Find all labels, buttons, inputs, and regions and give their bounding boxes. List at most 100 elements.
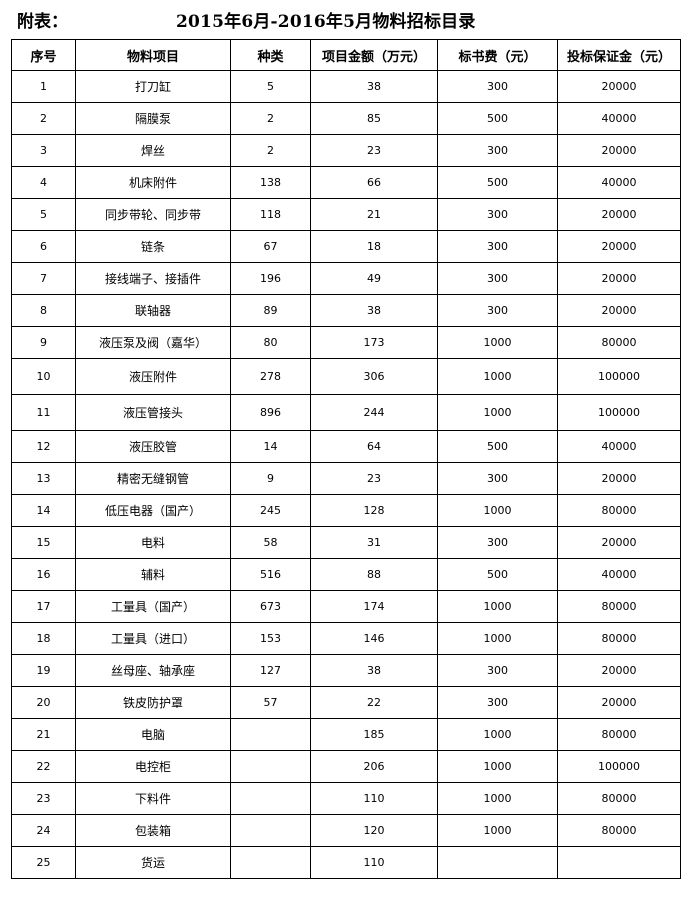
cell-deposit: 20000 xyxy=(557,686,681,719)
cell-doc-fee: 300 xyxy=(437,70,558,103)
cell-doc-fee: 1000 xyxy=(437,622,558,655)
cell-item: 隔膜泵 xyxy=(75,102,231,135)
cell-types: 278 xyxy=(230,358,311,395)
cell-deposit: 40000 xyxy=(557,430,681,463)
cell-doc-fee: 300 xyxy=(437,262,558,295)
cell-index: 7 xyxy=(11,262,76,295)
cell-doc-fee: 1000 xyxy=(437,394,558,431)
cell-types: 67 xyxy=(230,230,311,263)
cell-deposit: 20000 xyxy=(557,654,681,687)
cell-amount: 64 xyxy=(310,430,438,463)
cell-deposit: 80000 xyxy=(557,590,681,623)
cell-types: 127 xyxy=(230,654,311,687)
cell-index: 13 xyxy=(11,462,76,495)
cell-types xyxy=(230,718,311,751)
cell-deposit: 20000 xyxy=(557,294,681,327)
cell-doc-fee: 300 xyxy=(437,526,558,559)
table-row: 3 焊丝 2 23 300 20000 xyxy=(11,134,681,167)
cell-deposit xyxy=(557,846,681,879)
table-row: 13 精密无缝钢管 9 23 300 20000 xyxy=(11,462,681,495)
cell-types: 58 xyxy=(230,526,311,559)
cell-index: 11 xyxy=(11,394,76,431)
cell-amount: 85 xyxy=(310,102,438,135)
cell-amount: 174 xyxy=(310,590,438,623)
cell-doc-fee: 1000 xyxy=(437,814,558,847)
cell-amount: 185 xyxy=(310,718,438,751)
cell-amount: 120 xyxy=(310,814,438,847)
cell-doc-fee: 500 xyxy=(437,166,558,199)
cell-index: 16 xyxy=(11,558,76,591)
cell-doc-fee: 1000 xyxy=(437,750,558,783)
cell-amount: 306 xyxy=(310,358,438,395)
cell-types xyxy=(230,782,311,815)
cell-amount: 88 xyxy=(310,558,438,591)
cell-deposit: 80000 xyxy=(557,494,681,527)
cell-deposit: 100000 xyxy=(557,394,681,431)
cell-amount: 128 xyxy=(310,494,438,527)
cell-types: 2 xyxy=(230,102,311,135)
cell-doc-fee: 300 xyxy=(437,294,558,327)
table-row: 11 液压管接头 896 244 1000 100000 xyxy=(11,394,681,431)
cell-item: 电料 xyxy=(75,526,231,559)
cell-types: 196 xyxy=(230,262,311,295)
cell-doc-fee: 500 xyxy=(437,558,558,591)
cell-index: 17 xyxy=(11,590,76,623)
table-row: 10 液压附件 278 306 1000 100000 xyxy=(11,358,681,395)
cell-doc-fee: 300 xyxy=(437,198,558,231)
cell-doc-fee: 300 xyxy=(437,654,558,687)
column-header-deposit: 投标保证金（元） xyxy=(557,39,681,71)
cell-item: 包装箱 xyxy=(75,814,231,847)
cell-deposit: 80000 xyxy=(557,622,681,655)
table-row: 22 电控柜 206 1000 100000 xyxy=(11,750,681,783)
cell-doc-fee: 500 xyxy=(437,430,558,463)
cell-index: 24 xyxy=(11,814,76,847)
cell-doc-fee: 1000 xyxy=(437,358,558,395)
cell-item: 液压管接头 xyxy=(75,394,231,431)
table-header-row: 序号 物料项目 种类 项目金额（万元） 标书费（元） 投标保证金（元） xyxy=(11,39,681,71)
cell-index: 14 xyxy=(11,494,76,527)
column-header-types: 种类 xyxy=(230,39,311,71)
cell-types xyxy=(230,750,311,783)
cell-amount: 31 xyxy=(310,526,438,559)
cell-doc-fee: 1000 xyxy=(437,590,558,623)
cell-index: 10 xyxy=(11,358,76,395)
cell-deposit: 20000 xyxy=(557,134,681,167)
cell-amount: 146 xyxy=(310,622,438,655)
cell-deposit: 80000 xyxy=(557,326,681,359)
cell-item: 联轴器 xyxy=(75,294,231,327)
page-heading: 附表： 2015年6月-2016年5月物料招标目录 xyxy=(0,4,698,34)
cell-doc-fee: 500 xyxy=(437,102,558,135)
table-row: 25 货运 110 xyxy=(11,846,681,879)
cell-types: 14 xyxy=(230,430,311,463)
table-row: 16 辅料 516 88 500 40000 xyxy=(11,558,681,591)
cell-deposit: 80000 xyxy=(557,814,681,847)
table-row: 12 液压胶管 14 64 500 40000 xyxy=(11,430,681,463)
cell-deposit: 40000 xyxy=(557,558,681,591)
cell-index: 3 xyxy=(11,134,76,167)
cell-item: 同步带轮、同步带 xyxy=(75,198,231,231)
table-row: 21 电脑 185 1000 80000 xyxy=(11,718,681,751)
cell-index: 15 xyxy=(11,526,76,559)
cell-amount: 38 xyxy=(310,70,438,103)
table-row: 5 同步带轮、同步带 118 21 300 20000 xyxy=(11,198,681,231)
cell-amount: 66 xyxy=(310,166,438,199)
cell-deposit: 80000 xyxy=(557,718,681,751)
column-header-item: 物料项目 xyxy=(75,39,231,71)
cell-amount: 23 xyxy=(310,462,438,495)
cell-types: 153 xyxy=(230,622,311,655)
table-row: 20 铁皮防护罩 57 22 300 20000 xyxy=(11,686,681,719)
cell-index: 8 xyxy=(11,294,76,327)
cell-types: 9 xyxy=(230,462,311,495)
cell-item: 辅料 xyxy=(75,558,231,591)
cell-amount: 173 xyxy=(310,326,438,359)
table-row: 4 机床附件 138 66 500 40000 xyxy=(11,166,681,199)
cell-index: 22 xyxy=(11,750,76,783)
cell-doc-fee: 300 xyxy=(437,230,558,263)
cell-index: 1 xyxy=(11,70,76,103)
cell-item: 链条 xyxy=(75,230,231,263)
cell-amount: 23 xyxy=(310,134,438,167)
cell-doc-fee: 300 xyxy=(437,134,558,167)
cell-index: 23 xyxy=(11,782,76,815)
cell-index: 18 xyxy=(11,622,76,655)
column-header-amount: 项目金额（万元） xyxy=(310,39,438,71)
